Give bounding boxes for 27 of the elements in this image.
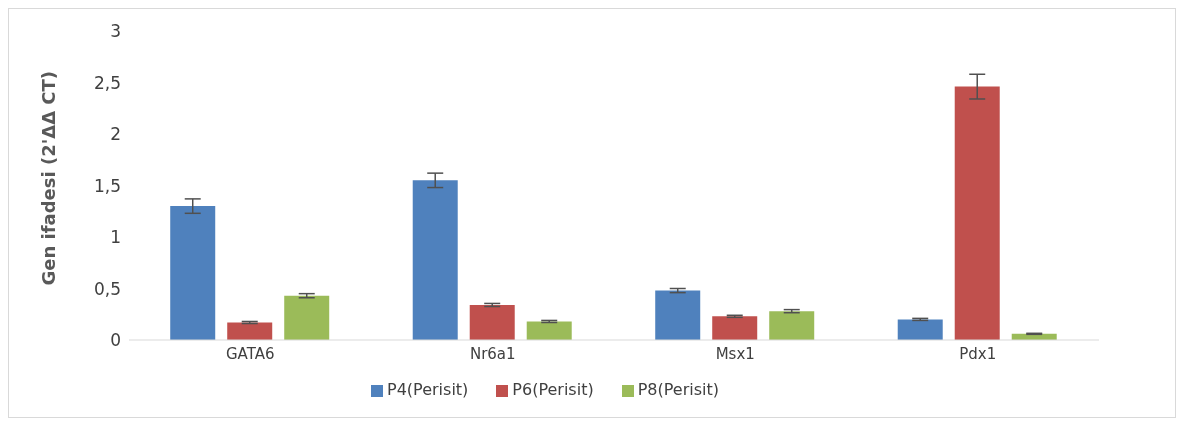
x-tick-label: Msx1 — [715, 344, 755, 363]
y-tick-label: 1,5 — [93, 175, 121, 196]
bar — [170, 206, 216, 340]
bar — [655, 290, 701, 340]
y-tick-label: 2,5 — [93, 72, 121, 93]
y-tick-label: 1 — [110, 227, 121, 248]
y-tick-label: 2 — [110, 124, 121, 145]
bar — [469, 304, 515, 340]
bar — [412, 180, 458, 340]
chart-frame: P4(Perisit) P6(Perisit) P8(Perisit) GATA6 Nr6a1 Msx1 Pdx1 0 0,5 1 1,5 2 2,5 3 Gen ifadesi (2'ΔΔ CT) — [8, 8, 1176, 418]
bar — [227, 322, 273, 340]
y-tick-label: 0 — [110, 330, 121, 351]
legend-label: P6(Perisit) — [512, 380, 594, 399]
x-tick-label: Nr6a1 — [469, 344, 516, 363]
legend-label: P4(Perisit) — [387, 380, 469, 399]
x-tick-label: GATA6 — [225, 344, 275, 363]
bar — [284, 295, 330, 340]
bar — [897, 319, 943, 340]
y-tick-label: 0,5 — [93, 278, 121, 299]
y-axis-title: Gen ifadesi (2'ΔΔ CT) — [38, 70, 60, 286]
bar — [526, 321, 572, 340]
bar — [712, 316, 758, 340]
legend-label: P8(Perisit) — [637, 380, 719, 399]
y-tick-label: 3 — [110, 21, 121, 42]
bar — [954, 86, 1000, 340]
x-tick-label: Pdx1 — [959, 344, 997, 363]
bar — [769, 311, 815, 340]
